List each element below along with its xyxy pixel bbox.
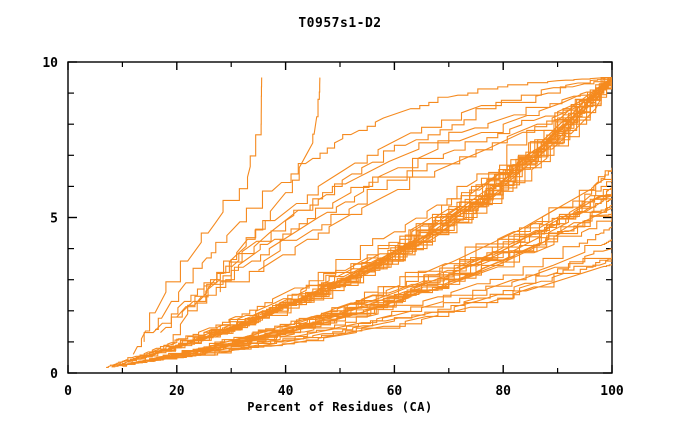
- x-tick-label: 40: [278, 384, 294, 399]
- data-series-line: [132, 226, 612, 364]
- data-series-line: [230, 264, 612, 352]
- x-tick-label: 80: [495, 384, 511, 399]
- x-axis-title: Percent of Residues (CA): [247, 400, 433, 414]
- data-series-line: [181, 257, 612, 358]
- data-series-line: [236, 77, 612, 328]
- data-series-line: [176, 77, 612, 318]
- data-series-line: [247, 198, 612, 341]
- y-tick-label: 0: [50, 367, 58, 382]
- data-series-line: [160, 80, 612, 333]
- data-series-line: [122, 77, 612, 365]
- data-series-line: [203, 77, 612, 341]
- data-series-line: [208, 211, 612, 351]
- data-series-line: [155, 77, 612, 331]
- data-series-line: [198, 77, 612, 302]
- axis-ticks: [67, 61, 613, 374]
- tick-labels: 0 20 40 60 80 100 0 5 10: [42, 56, 624, 399]
- data-series-line: [149, 248, 612, 362]
- data-series-line: [111, 173, 612, 368]
- x-tick-label: 0: [64, 384, 72, 399]
- data-series-line: [219, 77, 612, 293]
- data-series-line: [149, 177, 612, 362]
- data-series-line: [204, 192, 612, 352]
- x-tick-label: 60: [387, 384, 403, 399]
- x-tick-label: 20: [169, 384, 185, 399]
- data-series-group: [106, 77, 612, 368]
- data-series-line: [106, 77, 612, 368]
- data-series-line: [252, 77, 612, 323]
- y-tick-label: 5: [50, 212, 58, 227]
- data-series-line: [165, 183, 612, 359]
- data-series-line: [132, 77, 263, 355]
- data-series-line: [204, 260, 612, 356]
- data-series-line: [133, 77, 612, 362]
- data-series-line: [258, 77, 612, 271]
- chart-title: T0957s1-D2: [298, 16, 382, 31]
- x-tick-label: 100: [600, 384, 624, 399]
- y-tick-label: 10: [42, 56, 58, 71]
- data-series-line: [187, 207, 612, 355]
- data-series-line: [127, 77, 612, 363]
